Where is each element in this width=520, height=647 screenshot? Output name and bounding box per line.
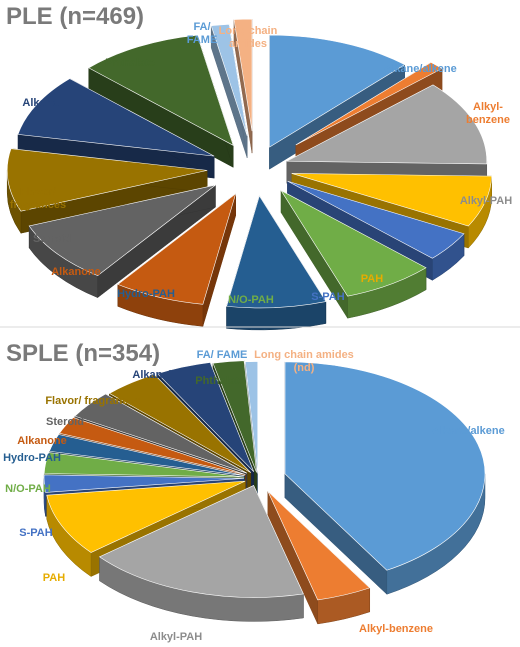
slice-label-flavor-fragrances: Flavor/ fragrances: [45, 395, 140, 407]
pie-slice-phthalate: [212, 360, 257, 473]
sple-pie-chart: SPLE (n=354) Alkane/alkeneAlkyl-benzeneA…: [3, 340, 505, 643]
pie-slice-hydro-pah: [49, 434, 245, 476]
ple-pie-chart: PLE (n=469) Alkane/alkeneAlkyl-benzeneAl…: [6, 3, 512, 331]
slice-labels: Alkane/alkene Alkyl-benzene Alkyl-PAH PAH S-…: [10, 21, 512, 306]
pie-slice-alkane-alkene: [284, 361, 486, 571]
pie-slice-fa-fame: [210, 23, 248, 136]
slice-label-long-chain-amides-nd: Long chain amides (nd): [254, 349, 354, 374]
pie-slice-alkanal: [17, 78, 215, 157]
pie-slice-flavor-fragrances: [108, 374, 252, 473]
pie-slice-pah: [291, 173, 493, 227]
pie-slice-phthalate: [88, 34, 234, 146]
slice-label-hydro-pah: Hydro-PAH: [3, 452, 61, 464]
pie-slice-alkanone: [58, 417, 246, 475]
chart-title: PLE (n=469): [6, 3, 144, 30]
slice-label-fa-fame: FA/ FAME: [197, 349, 248, 361]
slice-label-alkanone: Alkanone: [51, 266, 101, 278]
pie-slice-flavor-fragrances: [6, 148, 208, 212]
slice-label-alkanal: Alkanal: [22, 97, 61, 109]
pie-slice-alkane-alkene: [269, 34, 406, 148]
pie-slice-alkanone: [117, 193, 237, 305]
pie-slice-steroid: [74, 393, 248, 474]
pie-slice-alkyl-pah: [286, 84, 488, 165]
slice-label-pah: PAH: [361, 273, 383, 285]
slice-label-alkanal: Alkanal: [132, 369, 171, 381]
slice-labels: Alkane/alkene Alkyl-benzene Alkyl-PAH PAH S-…: [3, 349, 505, 643]
slice-label-phthalate: Phthalate: [195, 375, 245, 387]
slice-label-alkane-alkene: Alkane/alkene: [383, 63, 456, 75]
pie-slice-fa-fame: [244, 361, 259, 474]
slice-tops: [6, 18, 493, 309]
slice-label-long-chain-amides: Long chain amides: [219, 25, 278, 50]
slice-label-alkyl-benzene: Alkyl-benzene: [466, 101, 510, 126]
slice-label-s-pah: S-PAH: [311, 291, 344, 303]
pie-slice-alkyl-pah: [98, 485, 304, 598]
slice-label-s-pah: S-PAH: [19, 527, 52, 539]
slice-label-pah: PAH: [43, 572, 65, 584]
pie-slice-hydro-pah: [226, 195, 327, 309]
slice-label-flavor-fragrances: Flavor/fragrances: [10, 186, 66, 211]
chart-title: SPLE (n=354): [6, 340, 160, 367]
slice-label-steroid: Steroid: [46, 416, 84, 428]
slice-label-alkyl-pah: Alkyl-PAH: [150, 631, 202, 643]
slice-label-fa-fame: FA/FAME: [187, 21, 218, 46]
slice-label-alkanone: Alkanone: [17, 435, 67, 447]
pie-slice-alkanal: [156, 362, 255, 472]
slice-label-hydro-pah: Hydro-PAH: [117, 288, 175, 300]
pie-slice-pah: [46, 480, 246, 553]
pie-slice-n-o-pah: [43, 452, 245, 478]
pie-slice-s-pah: [43, 474, 245, 493]
slice-label-n-o-pah: N/O-PAH: [5, 483, 51, 495]
slice-label-phthalate: Phthalate: [105, 57, 155, 69]
pie-slice-n-o-pah: [280, 189, 427, 297]
slice-label-n-o-pah: N/O-PAH: [228, 294, 274, 306]
pie-slice-steroid: [28, 184, 216, 276]
pie-slice-alkyl-benzene: [267, 491, 371, 601]
slice-label-alkyl-pah: Alkyl-PAH: [460, 195, 512, 207]
slice-tops: [43, 360, 486, 601]
slice-label-steroid: Steroid: [33, 233, 71, 245]
pie-slice-s-pah: [287, 180, 465, 259]
slice-label-alkyl-benzene: Alkyl-benzene: [359, 623, 433, 635]
pie-slice-long-chain-amides: [233, 18, 253, 132]
slice-label-alkane-alkene: Alkane/alkene: [431, 425, 504, 437]
pie-slice-alkyl-benzene: [295, 62, 443, 146]
